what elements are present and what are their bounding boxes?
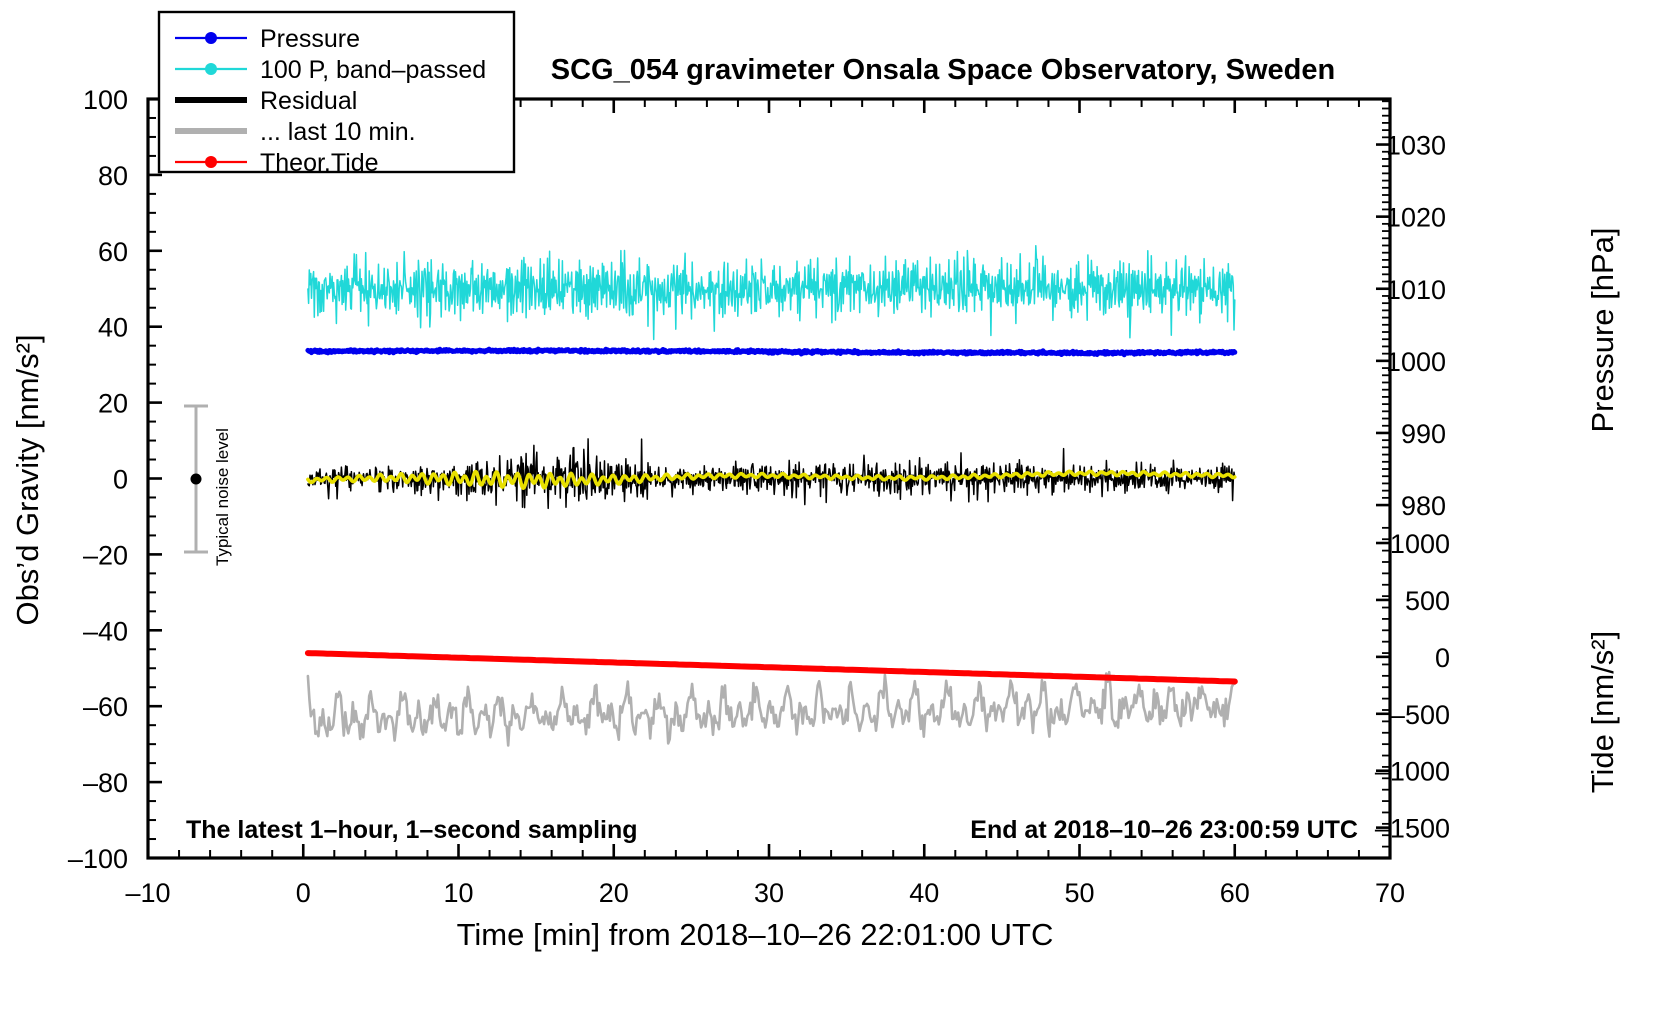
tide-tick-label: 0 [1435,643,1450,673]
x-tick-label: 60 [1220,878,1250,908]
typical-noise-level-marker: Typical noise level [184,404,232,566]
y-tick-label: 40 [98,313,128,343]
legend-item[interactable]: Residual [175,87,357,115]
y-tick-label: –40 [83,616,128,646]
y-tick-label: 0 [113,465,128,495]
noise-level-label: Typical noise level [213,428,232,566]
y-axis-ticks: 100 80 60 40 20 0 –20 –40 –60 –80 –100 [68,85,162,874]
x-tick-label: 40 [909,878,939,908]
x-axis-ticks: –10 0 10 20 30 40 50 60 70 [125,99,1405,908]
bottom-right-annotation: End at 2018–10–26 23:00:59 UTC [970,816,1358,844]
legend-label: Theor.Tide [260,149,379,177]
legend-item[interactable]: ... last 10 min. [175,118,416,146]
x-tick-label: 50 [1064,878,1094,908]
y-tick-label: –80 [83,768,128,798]
y-tick-label: 60 [98,237,128,267]
legend: Pressure 100 P, band–passed Residual ... la… [157,10,516,177]
legend-marker [205,63,217,75]
trace-theoretical-tide [304,650,1238,685]
legend-marker [205,156,217,168]
right-axis-title-pressure: Pressure [hPa] [1585,227,1620,432]
legend-marker [205,32,217,44]
tide-tick-label: 1000 [1390,529,1450,559]
pressure-tick-label: 990 [1401,419,1446,449]
pressure-tick-label: 1030 [1386,131,1446,161]
y-tick-label: –60 [83,692,128,722]
right-axis-ticks: 1030 1020 1010 1000 990 980 1000 500 0 –500 –1000 –… [1375,100,1450,848]
x-tick-label: 30 [754,878,784,908]
legend-item[interactable]: Theor.Tide [175,149,379,177]
trace-residual-smoothed [306,469,1237,490]
legend-label: Pressure [260,25,360,53]
legend-item[interactable]: 100 P, band–passed [175,56,486,84]
x-tick-label: 20 [599,878,629,908]
bottom-left-annotation: The latest 1–hour, 1–second sampling [186,816,638,844]
x-tick-label: 70 [1375,878,1405,908]
y-tick-label: 100 [83,85,128,115]
x-tick-label: 0 [296,878,311,908]
pressure-tick-label: 1010 [1386,275,1446,305]
data-traces [304,245,1238,747]
legend-label: 100 P, band–passed [260,56,486,84]
x-tick-label: 10 [443,878,473,908]
tide-tick-label: 500 [1405,586,1450,616]
pressure-tick-label: 1020 [1386,203,1446,233]
tide-tick-label: –500 [1390,700,1450,730]
x-axis-title: Time [min] from 2018–10–26 22:01:00 UTC [457,917,1054,952]
legend-label: ... last 10 min. [260,118,416,146]
x-tick-label: –10 [125,878,170,908]
y-tick-label: –100 [68,844,128,874]
y-axis-title: Obs’d Gravity [nm/s²] [10,334,45,625]
tide-tick-label: –1500 [1375,814,1450,844]
y-tick-label: 80 [98,161,128,191]
legend-label: Residual [260,87,357,115]
pressure-tick-label: 980 [1401,491,1446,521]
right-axis-title-tide: Tide [nm/s²] [1585,631,1620,794]
tide-tick-label: –1000 [1375,757,1450,787]
trace-last-10-min [306,670,1237,747]
legend-item[interactable]: Pressure [175,25,360,53]
y-tick-label: –20 [83,540,128,570]
trace-bandpassed-pressure [307,245,1236,341]
y-tick-label: 20 [98,389,128,419]
trace-pressure [305,346,1238,358]
page-title: SCG_054 gravimeter Onsala Space Observat… [551,54,1335,86]
pressure-tick-label: 1000 [1386,347,1446,377]
